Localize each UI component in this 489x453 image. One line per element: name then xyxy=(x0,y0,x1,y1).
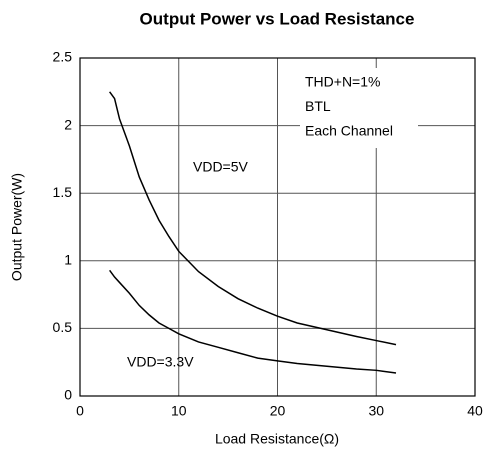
series-label: VDD=3.3V xyxy=(127,354,194,370)
annotation: Each Channel xyxy=(305,123,393,139)
plot-border xyxy=(79,57,476,397)
annotation: BTL xyxy=(305,98,331,114)
x-tick-label: 20 xyxy=(270,403,286,419)
annotation-box xyxy=(300,68,418,148)
y-tick-label: 1 xyxy=(64,252,72,268)
line xyxy=(109,91,397,346)
y-axis-label: Output Power(W) xyxy=(9,173,25,281)
y-tick-label: 2.5 xyxy=(53,49,73,65)
x-axis-label: Load Resistance(Ω) xyxy=(215,431,339,447)
y-tick-label: 0 xyxy=(64,387,72,403)
x-tick-label: 40 xyxy=(467,403,483,419)
y-tick-label: 0.5 xyxy=(53,319,73,335)
y-tick-label: 1.5 xyxy=(53,184,73,200)
line xyxy=(109,269,397,374)
x-tick-label: 10 xyxy=(171,403,187,419)
series-label: VDD=5V xyxy=(193,159,249,175)
x-tick-label: 30 xyxy=(368,403,384,419)
chart-title: Output Power vs Load Resistance xyxy=(140,9,415,28)
y-tick-label: 2 xyxy=(64,116,72,132)
annotation: THD+N=1% xyxy=(305,74,380,90)
x-tick-label: 0 xyxy=(76,403,84,419)
